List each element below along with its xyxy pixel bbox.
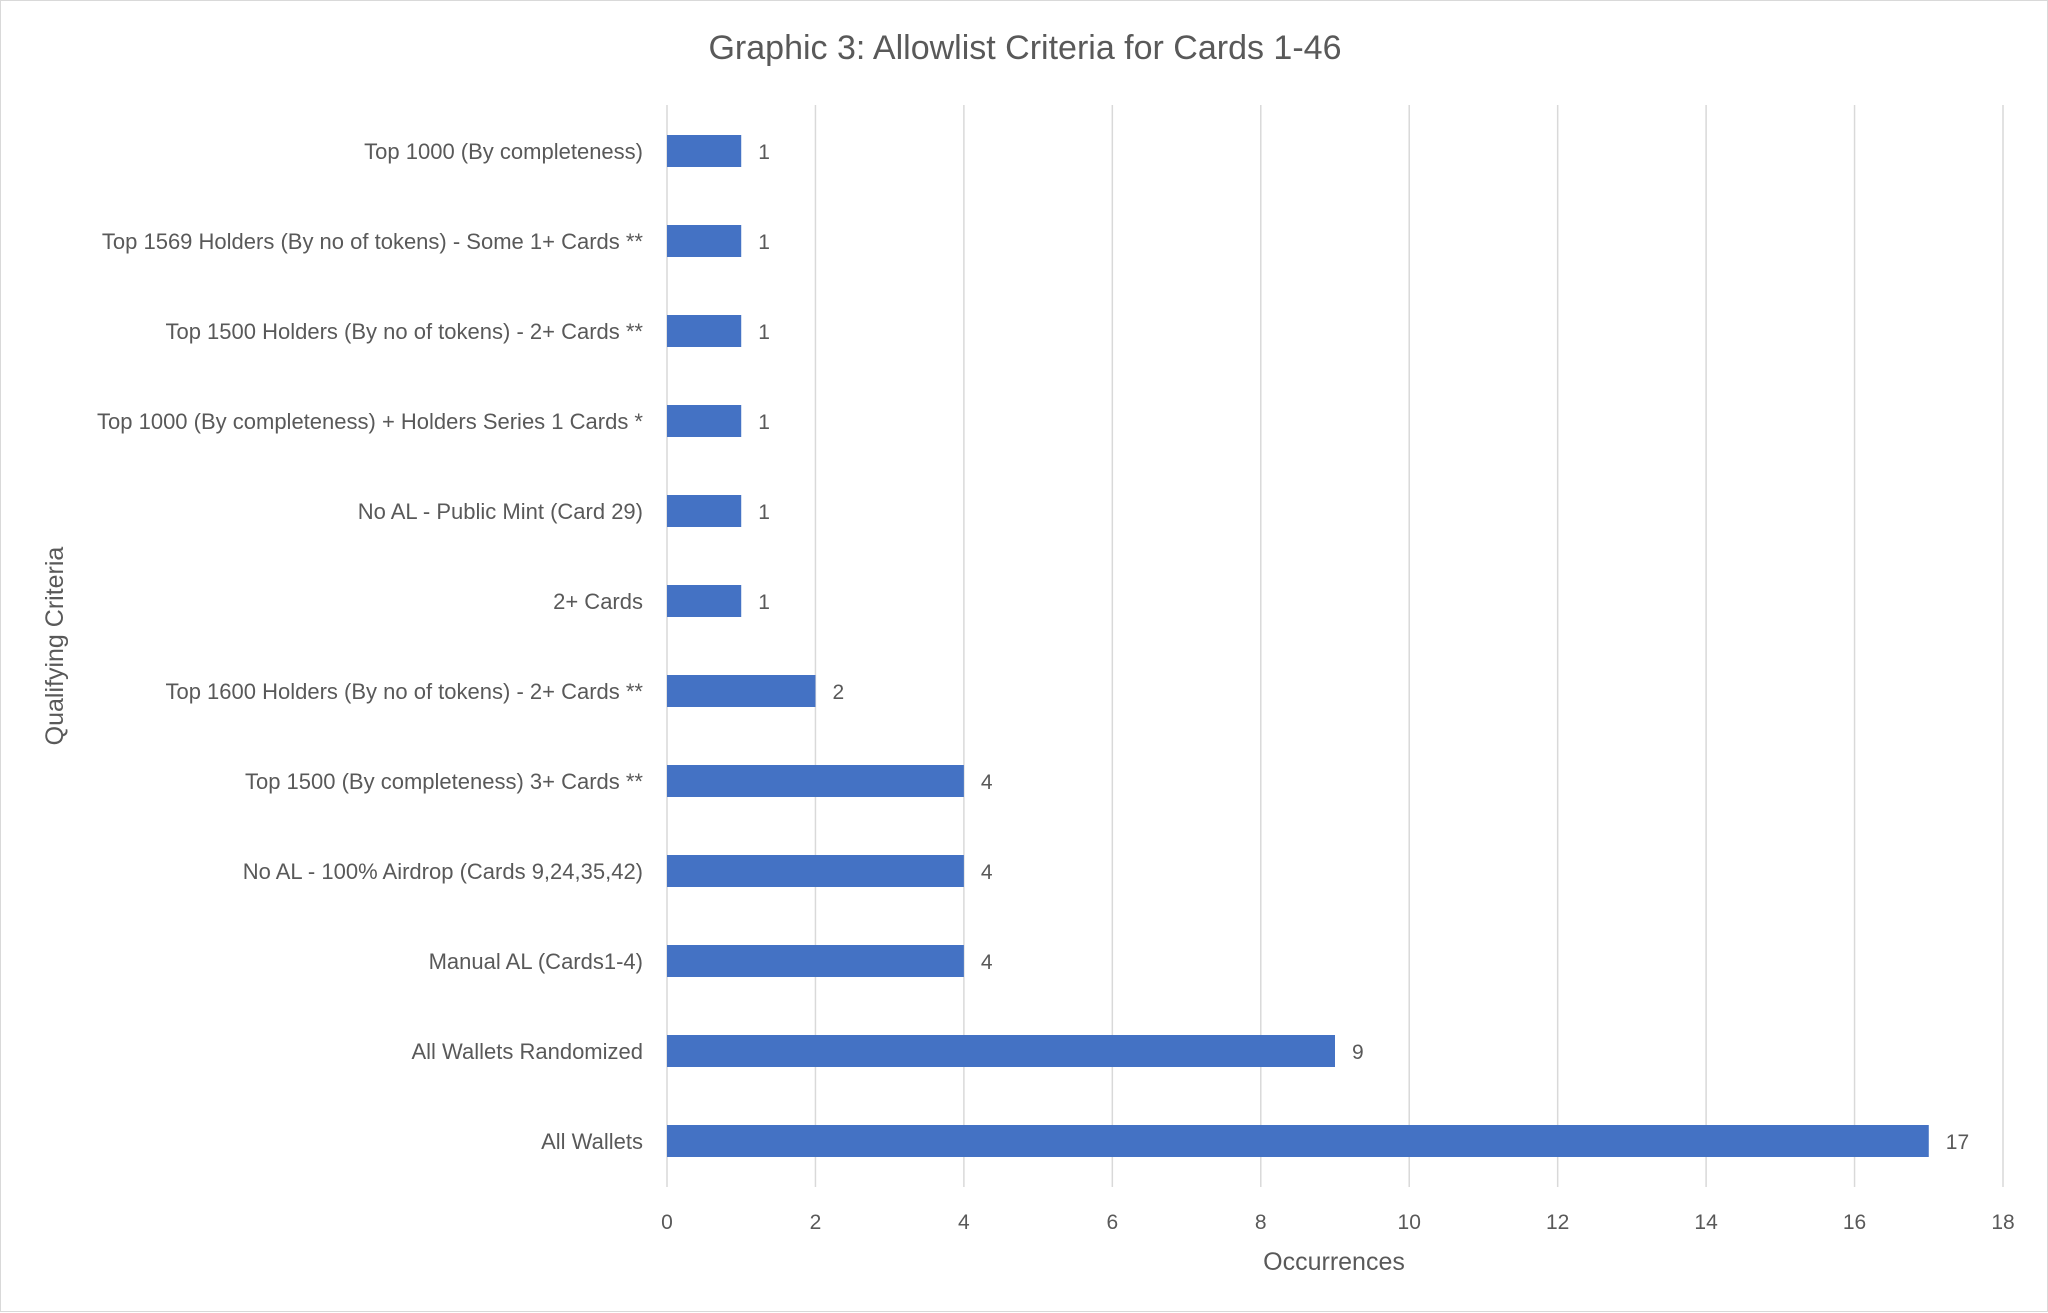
category-label: Top 1500 Holders (By no of tokens) - 2+ …	[165, 319, 643, 344]
category-label: Top 1569 Holders (By no of tokens) - Som…	[102, 229, 644, 254]
data-label: 4	[981, 951, 993, 974]
bar	[667, 585, 742, 617]
x-axis-title: Occurrences	[1263, 1248, 1405, 1276]
x-tick-label: 18	[1991, 1211, 2014, 1234]
category-label: No AL - 100% Airdrop (Cards 9,24,35,42)	[243, 859, 643, 884]
data-label: 1	[758, 141, 770, 164]
x-tick-label: 0	[661, 1211, 673, 1234]
category-label: No AL - Public Mint (Card 29)	[358, 499, 643, 524]
data-label: 4	[981, 861, 993, 884]
data-labels: 1 1 1 1 1 1 2 4 4 4 9 17	[758, 141, 1969, 1154]
x-tick-label: 6	[1106, 1211, 1118, 1234]
category-label: Top 1000 (By completeness)	[364, 139, 643, 164]
x-tick-label: 14	[1694, 1211, 1718, 1234]
x-tick-labels: 0 2 4 6 8 10 12 14 16 18	[661, 1211, 2015, 1234]
bar	[667, 855, 964, 887]
x-tick-label: 4	[958, 1211, 970, 1234]
bar	[667, 1125, 1929, 1157]
data-label: 2	[832, 681, 844, 704]
category-label: Top 1000 (By completeness) + Holders Ser…	[97, 409, 643, 434]
x-tick-label: 16	[1843, 1211, 1866, 1234]
chart-title: Graphic 3: Allowlist Criteria for Cards …	[708, 29, 1341, 67]
data-label: 17	[1946, 1131, 1969, 1154]
x-tick-label: 12	[1546, 1211, 1569, 1234]
data-label: 1	[758, 411, 770, 434]
bar	[667, 225, 742, 257]
y-axis-title: Qualifying Criteria	[41, 547, 69, 746]
data-label: 1	[758, 501, 770, 524]
category-label: Top 1600 Holders (By no of tokens) - 2+ …	[165, 679, 643, 704]
bar	[667, 1035, 1335, 1067]
category-label: Manual AL (Cards1-4)	[429, 949, 643, 974]
category-label: All Wallets Randomized	[412, 1039, 644, 1064]
bar	[667, 945, 964, 977]
data-label: 1	[758, 231, 770, 254]
bar	[667, 405, 742, 437]
category-label: Top 1500 (By completeness) 3+ Cards **	[245, 769, 643, 794]
data-label: 1	[758, 591, 770, 614]
data-label: 1	[758, 321, 770, 344]
gridlines	[666, 105, 2004, 1187]
bar	[667, 675, 816, 707]
data-label: 9	[1352, 1041, 1364, 1064]
x-tick-label: 2	[810, 1211, 822, 1234]
category-labels: Top 1000 (By completeness) Top 1569 Holde…	[97, 139, 643, 1154]
x-tick-label: 8	[1255, 1211, 1267, 1234]
bar	[667, 135, 742, 167]
category-label: 2+ Cards	[553, 589, 643, 614]
bar	[667, 315, 742, 347]
bar	[667, 495, 742, 527]
x-tick-label: 10	[1398, 1211, 1421, 1234]
data-label: 4	[981, 771, 993, 794]
category-label: All Wallets	[541, 1129, 643, 1154]
bar	[667, 765, 964, 797]
bars	[667, 135, 1929, 1157]
